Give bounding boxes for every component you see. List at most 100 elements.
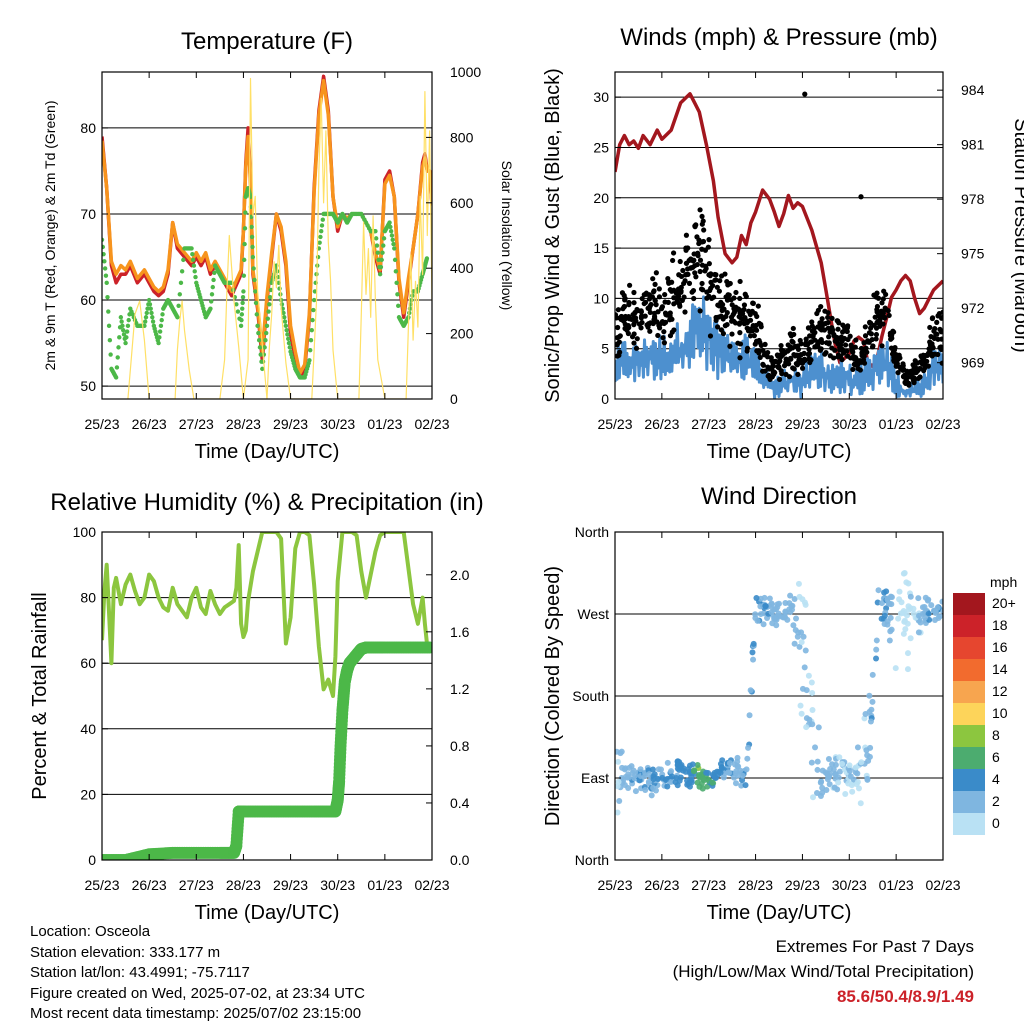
dewpoint-point — [391, 241, 396, 247]
colorbar-swatch — [953, 593, 985, 615]
x-tick-label: 01/23 — [367, 877, 402, 893]
dewpoint-point — [176, 303, 181, 308]
gust-point — [694, 234, 700, 240]
dewpoint-point — [379, 257, 384, 263]
gust-point — [848, 342, 854, 348]
direction-point — [896, 588, 903, 595]
direction-point — [615, 758, 622, 765]
dewpoint-point — [254, 312, 259, 317]
colorbar-label: 12 — [992, 683, 1008, 699]
gust-point — [766, 372, 772, 378]
gust-point — [634, 336, 640, 342]
plot-frame — [101, 531, 433, 861]
gust-point — [929, 315, 936, 321]
gust-point — [737, 278, 743, 285]
direction-point — [802, 647, 809, 654]
gust-point — [793, 361, 799, 367]
gust-point — [905, 374, 911, 381]
direction-point — [669, 773, 676, 780]
y2-tick-label: 978 — [961, 191, 985, 207]
gust-point — [615, 324, 621, 331]
chart-title: Relative Humidity (%) & Precipitation (i… — [50, 489, 483, 516]
gust-point — [703, 263, 709, 269]
direction-point — [775, 600, 782, 607]
y-tick-label: 20 — [80, 786, 96, 802]
gust-point — [627, 282, 633, 288]
direction-point — [739, 772, 746, 779]
dewpoint-point — [147, 302, 153, 307]
gust-point — [702, 268, 708, 274]
dewpoint-point — [242, 257, 247, 263]
colorbar-swatch — [953, 813, 985, 835]
extremes-box: Extremes For Past 7 Days (High/Low/Max W… — [673, 934, 974, 1009]
gust-point — [669, 316, 675, 322]
gust-point — [700, 238, 707, 245]
dewpoint-point — [103, 273, 109, 278]
colorbar-label: 18 — [992, 617, 1008, 633]
chart-title: Temperature (F) — [181, 28, 353, 55]
x-tick-label: 27/23 — [691, 416, 726, 432]
direction-point — [866, 753, 873, 760]
dewpoint-point — [396, 303, 401, 308]
dewpoint-point — [107, 337, 113, 343]
dewpoint-point — [209, 299, 214, 304]
dewpoint-point — [146, 297, 152, 303]
plot-area — [615, 91, 943, 399]
direction-point — [801, 664, 808, 671]
direction-point — [825, 755, 832, 762]
y2-tick-label: 969 — [961, 355, 985, 371]
direction-point — [762, 603, 769, 610]
gust-point — [670, 257, 676, 264]
x-tick-label: 26/23 — [644, 416, 679, 432]
gust-point — [799, 360, 806, 366]
y-tick-label: 60 — [80, 292, 96, 308]
direction-point — [799, 596, 806, 603]
gust-point — [825, 319, 831, 326]
y2-tick-label: 0.4 — [450, 795, 470, 811]
gust-point — [693, 274, 699, 280]
direction-point — [615, 809, 621, 816]
gust-point — [894, 360, 900, 366]
extremes-subtitle: (High/Low/Max Wind/Total Precipitation) — [672, 962, 974, 981]
dewpoint-point — [381, 243, 386, 248]
direction-point — [869, 671, 876, 678]
gust-point — [900, 367, 906, 373]
direction-point — [658, 766, 665, 773]
direction-point — [846, 762, 853, 769]
colorbar-label: 16 — [992, 639, 1008, 655]
gust-point — [885, 308, 891, 314]
direction-point — [875, 587, 882, 594]
dewpoint-point — [389, 233, 395, 238]
x-tick-label: 30/23 — [832, 877, 867, 893]
gust-point — [700, 218, 706, 224]
colorbar-label: 10 — [992, 705, 1008, 721]
direction-point — [907, 635, 914, 642]
gust-point — [633, 318, 639, 324]
y2-axis-label: Station Pressure (Maroon) — [1010, 118, 1024, 353]
dewpoint-point — [380, 250, 385, 255]
gust-point — [874, 303, 881, 310]
direction-point — [745, 744, 752, 751]
direction-point — [803, 715, 810, 722]
direction-point — [868, 706, 875, 713]
gust-point — [812, 344, 818, 350]
direction-point — [867, 718, 874, 725]
direction-point — [925, 610, 932, 617]
gust-point — [714, 284, 720, 290]
elevation-text: Station elevation: 333.177 m — [30, 943, 221, 961]
gust-point — [737, 310, 743, 316]
dewpoint-point — [394, 280, 399, 286]
gust-point — [713, 272, 719, 278]
gust-point — [879, 343, 885, 349]
direction-point — [892, 665, 899, 672]
gust-point — [931, 328, 937, 334]
x-tick-label: 27/23 — [179, 416, 214, 432]
dewpoint-point — [308, 348, 313, 353]
dewpoint-point — [282, 315, 287, 320]
gust-point — [622, 297, 628, 303]
gust-point — [912, 358, 918, 364]
gust-point — [647, 309, 653, 316]
dewpoint-point — [104, 280, 109, 286]
gust-point — [850, 366, 856, 373]
gust-point — [825, 314, 831, 321]
